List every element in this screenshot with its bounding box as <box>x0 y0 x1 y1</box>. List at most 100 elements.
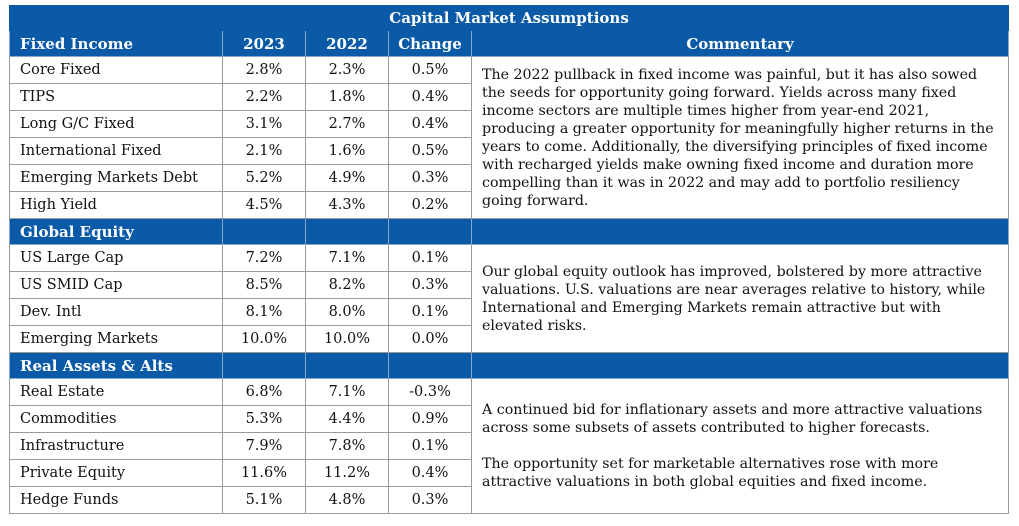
section-header-empty-cell <box>305 352 389 379</box>
asset-class-name: Long G/C Fixed <box>9 110 223 138</box>
asset-class-name: Private Equity <box>9 459 223 487</box>
value-2023: 7.2% <box>222 244 306 272</box>
commentary-paragraph: Our global equity outlook has improved, … <box>482 263 986 334</box>
value-2022: 8.0% <box>305 298 389 326</box>
table-title: Capital Market Assumptions <box>8 5 1010 31</box>
value-2023: 11.6% <box>222 459 306 487</box>
header-2023: 2023 <box>222 30 306 57</box>
commentary-cell: The 2022 pullback in fixed income was pa… <box>470 56 1010 219</box>
asset-class-name: US Large Cap <box>9 244 223 272</box>
value-change: 0.0% <box>388 325 472 353</box>
value-2022: 7.1% <box>305 244 389 272</box>
table-row: Real Estate 6.8% 7.1% -0.3% A continued bid … <box>9 378 1010 514</box>
value-change: 0.3% <box>388 486 472 514</box>
value-change: -0.3% <box>388 378 472 406</box>
table-row: Core Fixed 2.8% 2.3% 0.5% The 2022 pullback … <box>9 56 1010 219</box>
value-2022: 10.0% <box>305 325 389 353</box>
table-row: Emerging Markets 10.0% 10.0% 0.0% <box>9 325 1009 353</box>
asset-class-name: TIPS <box>9 83 223 111</box>
value-change: 0.4% <box>388 110 472 138</box>
commentary-paragraph: The opportunity set for marketable alter… <box>482 456 939 490</box>
asset-class-name: US SMID Cap <box>9 271 223 299</box>
header-category: Fixed Income <box>9 30 223 57</box>
section-header-empty-cell <box>222 352 306 379</box>
header-commentary: Commentary <box>470 30 1010 57</box>
value-2022: 2.7% <box>305 110 389 138</box>
section-header-row: Real Assets & Alts <box>9 352 1010 379</box>
asset-class-name: Core Fixed <box>9 56 223 84</box>
asset-class-name: Emerging Markets Debt <box>9 164 223 192</box>
value-change: 0.2% <box>388 191 472 219</box>
asset-class-name: International Fixed <box>9 137 223 165</box>
section-header-empty-cell <box>305 218 389 245</box>
value-2022: 2.3% <box>305 56 389 84</box>
value-2023: 3.1% <box>222 110 306 138</box>
value-2023: 6.8% <box>222 378 306 406</box>
commentary-cell: A continued bid for inflationary assets … <box>470 378 1010 514</box>
commentary-paragraph: The 2022 pullback in fixed income was pa… <box>482 66 994 209</box>
section-header-empty-cell <box>470 352 1010 379</box>
value-2022: 4.3% <box>305 191 389 219</box>
value-2023: 8.1% <box>222 298 306 326</box>
asset-class-name: Commodities <box>9 405 223 433</box>
value-2023: 5.3% <box>222 405 306 433</box>
table-row: Emerging Markets Debt 5.2% 4.9% 0.3% <box>9 164 1009 192</box>
table-row: International Fixed 2.1% 1.6% 0.5% <box>9 137 1009 165</box>
asset-class-name: Infrastructure <box>9 432 223 460</box>
commentary-paragraph: A continued bid for inflationary assets … <box>482 402 983 436</box>
section-title: Global Equity <box>9 218 223 245</box>
value-2022: 1.6% <box>305 137 389 165</box>
asset-class-name: Hedge Funds <box>9 486 223 514</box>
title-row: Capital Market Assumptions <box>8 5 1010 31</box>
value-change: 0.3% <box>388 271 472 299</box>
value-2023: 2.1% <box>222 137 306 165</box>
header-change: Change <box>388 30 472 57</box>
commentary-cell: Our global equity outlook has improved, … <box>470 244 1010 353</box>
table-row: US SMID Cap 8.5% 8.2% 0.3% <box>9 271 1009 299</box>
table-row: TIPS 2.2% 1.8% 0.4% <box>9 83 1009 111</box>
value-change: 0.4% <box>388 459 472 487</box>
value-2022: 1.8% <box>305 83 389 111</box>
capital-market-assumptions-table: Capital Market Assumptions Fixed Income … <box>8 5 1010 514</box>
value-2023: 2.2% <box>222 83 306 111</box>
value-change: 0.1% <box>388 244 472 272</box>
value-change: 0.5% <box>388 137 472 165</box>
value-2023: 5.2% <box>222 164 306 192</box>
asset-class-name: Real Estate <box>9 378 223 406</box>
table-row: Long G/C Fixed 3.1% 2.7% 0.4% <box>9 110 1009 138</box>
value-change: 0.1% <box>388 432 472 460</box>
value-2023: 4.5% <box>222 191 306 219</box>
value-2022: 7.1% <box>305 378 389 406</box>
section-header-empty-cell <box>388 352 472 379</box>
value-2023: 7.9% <box>222 432 306 460</box>
asset-class-name: Emerging Markets <box>9 325 223 353</box>
value-2023: 10.0% <box>222 325 306 353</box>
table-row: High Yield 4.5% 4.3% 0.2% <box>9 191 1009 219</box>
header-row: Fixed Income 2023 2022 Change Commentary <box>9 30 1010 57</box>
section-header-empty-cell <box>388 218 472 245</box>
value-change: 0.5% <box>388 56 472 84</box>
value-2022: 4.8% <box>305 486 389 514</box>
section-header-empty-cell <box>470 218 1010 245</box>
value-2022: 7.8% <box>305 432 389 460</box>
header-2022: 2022 <box>305 30 389 57</box>
value-2023: 5.1% <box>222 486 306 514</box>
asset-class-name: High Yield <box>9 191 223 219</box>
value-change: 0.1% <box>388 298 472 326</box>
value-change: 0.3% <box>388 164 472 192</box>
value-2022: 4.4% <box>305 405 389 433</box>
asset-class-name: Dev. Intl <box>9 298 223 326</box>
value-change: 0.4% <box>388 83 472 111</box>
capital-market-assumptions-table-wrapper: Capital Market Assumptions Fixed Income … <box>8 5 1010 514</box>
value-2022: 4.9% <box>305 164 389 192</box>
value-2022: 11.2% <box>305 459 389 487</box>
value-change: 0.9% <box>388 405 472 433</box>
section-header-row: Global Equity <box>9 218 1010 245</box>
table-body: Core Fixed 2.8% 2.3% 0.5% The 2022 pullback … <box>9 56 1010 514</box>
table-row: Private Equity 11.6% 11.2% 0.4% <box>9 459 1009 487</box>
section-header-empty-cell <box>222 218 306 245</box>
table-row: Hedge Funds 5.1% 4.8% 0.3% <box>9 486 1009 514</box>
value-2023: 2.8% <box>222 56 306 84</box>
section-title: Real Assets & Alts <box>9 352 223 379</box>
table-row: US Large Cap 7.2% 7.1% 0.1% Our global equit… <box>9 244 1010 353</box>
